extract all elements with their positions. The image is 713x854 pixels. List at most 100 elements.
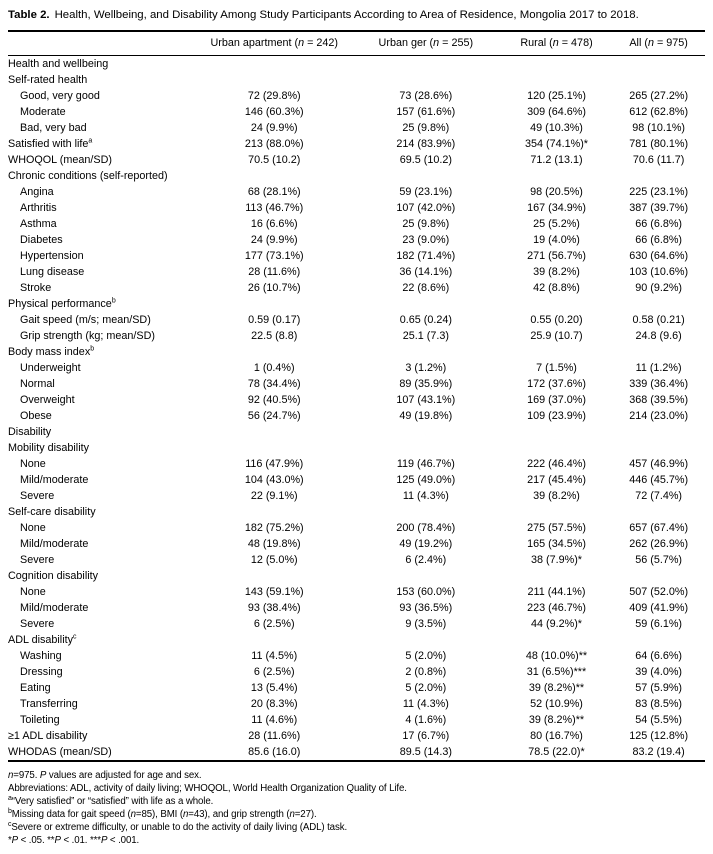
row-label: Mobility disability <box>8 442 90 454</box>
table-row: Severe 22 (9.1%) 11 (4.3%) 39 (8.2%) 72 (7.4… <box>8 488 705 504</box>
cell-value <box>612 568 705 584</box>
table-row: WHOQOL (mean/SD) 70.5 (10.2) 69.5 (10.2) 71… <box>8 152 705 168</box>
cell-value: 72 (29.8%) <box>247 90 301 102</box>
row-label: Health and wellbeing <box>8 58 109 70</box>
cell-value: 1 (0.4%) <box>253 362 295 374</box>
table-row: Bad, very bad 24 (9.9%) 25 (9.8%) 49 (10.3%… <box>8 120 705 136</box>
cell-value: 143 (59.1%) <box>244 586 304 598</box>
cell-value: 25 (5.2%) <box>533 218 580 230</box>
table-row: ADL disabilityc <box>8 632 705 648</box>
row-label: Transferring <box>20 698 78 710</box>
cell-value: 39 (8.2%) <box>533 266 580 278</box>
cell-value: 83 (8.5%) <box>635 698 683 710</box>
cell-value: 214 (83.9%) <box>396 138 456 150</box>
cell-value: 507 (52.0%) <box>629 586 689 598</box>
cell-value: 49 (19.8%) <box>399 410 453 422</box>
cell-value: 36 (14.1%) <box>399 266 453 278</box>
cell-value: 213 (88.0%) <box>244 138 304 150</box>
cell-value <box>501 424 613 440</box>
cell-value: 22.5 (8.8) <box>251 330 298 342</box>
cell-value <box>351 440 501 456</box>
table-row: Health and wellbeing <box>8 56 705 73</box>
row-label: Self-care disability <box>8 506 96 518</box>
cell-value: 98 (20.5%) <box>530 186 583 198</box>
footnote-line: bMissing data for gait speed (n=85), BMI… <box>8 807 317 820</box>
cell-value: 2 (0.8%) <box>405 666 447 678</box>
table-row: Angina 68 (28.1%) 59 (23.1%) 98 (20.5%) 225 … <box>8 184 705 200</box>
table-row: Mild/moderate 93 (38.4%) 93 (36.5%) 223 (46… <box>8 600 705 616</box>
row-label: Mild/moderate <box>20 474 89 486</box>
cell-value: 83.2 (19.4) <box>632 746 685 758</box>
cell-value: 78 (34.4%) <box>247 378 301 390</box>
cell-value: 109 (23.9%) <box>527 410 586 422</box>
cell-value <box>501 56 613 73</box>
table-number: Table 2. <box>8 9 50 21</box>
row-label: Diabetes <box>20 234 63 246</box>
cell-value: 92 (40.5%) <box>247 394 301 406</box>
cell-value: 120 (25.1%) <box>527 90 586 102</box>
table-row: Toileting 11 (4.6%) 4 (1.6%) 39 (8.2%)** 54 … <box>8 712 705 728</box>
table-row: Hypertension 177 (73.1%) 182 (71.4%) 271 (5… <box>8 248 705 264</box>
row-label: Lung disease <box>20 266 85 278</box>
table-row: Mobility disability <box>8 440 705 456</box>
table-row: Cognition disability <box>8 568 705 584</box>
cell-value <box>351 568 501 584</box>
column-header: Urban apartment (n = 242) <box>210 37 339 49</box>
footnotes: n=975. P values are adjusted for age and… <box>8 769 705 847</box>
cell-value: 262 (26.9%) <box>629 538 689 550</box>
table-row: Severe 6 (2.5%) 9 (3.5%) 44 (9.2%)* 59 (6.1%… <box>8 616 705 632</box>
table-row: Gait speed (m/s; mean/SD) 0.59 (0.17) 0.65… <box>8 312 705 328</box>
cell-value: 64 (6.6%) <box>635 650 683 662</box>
column-header-row: Urban apartment (n = 242) Urban ger (n = … <box>8 31 705 56</box>
cell-value: 217 (45.4%) <box>527 474 586 486</box>
cell-value: 17 (6.7%) <box>402 730 450 742</box>
table-header: Urban apartment (n = 242) Urban ger (n = … <box>8 31 705 56</box>
cell-value: 42 (8.8%) <box>533 282 580 294</box>
row-label: ≥1 ADL disability <box>8 730 88 742</box>
cell-value: 25.9 (10.7) <box>530 330 583 342</box>
row-label: Gait speed (m/s; mean/SD) <box>20 314 151 326</box>
footnote-line: a“Very satisfied” or “satisfied” with li… <box>8 794 214 807</box>
cell-value: 107 (42.0%) <box>396 202 456 214</box>
row-label: None <box>20 522 46 534</box>
cell-value: 38 (7.9%)* <box>531 554 583 566</box>
cell-value <box>501 344 613 360</box>
table-row: Chronic conditions (self-reported) <box>8 168 705 184</box>
cell-value <box>351 504 501 520</box>
row-label: Dressing <box>20 666 63 678</box>
row-label: ADL disabilityc <box>8 633 77 646</box>
table-row: Satisfied with lifea 213 (88.0%) 214 (83.9… <box>8 136 705 152</box>
table-row: None 143 (59.1%) 153 (60.0%) 211 (44.1%) 507… <box>8 584 705 600</box>
table-row: Washing 11 (4.5%) 5 (2.0%) 48 (10.0%)** 64 (… <box>8 648 705 664</box>
row-label: Severe <box>20 554 55 566</box>
cell-value: 70.5 (10.2) <box>248 154 301 166</box>
row-label: Body mass indexb <box>8 345 95 358</box>
cell-value: 25 (9.8%) <box>402 218 450 230</box>
cell-value <box>501 568 613 584</box>
cell-value: 3 (1.2%) <box>405 362 447 374</box>
cell-value: 20 (8.3%) <box>250 698 298 710</box>
cell-value: 103 (10.6%) <box>629 266 689 278</box>
table-row: Eating 13 (5.4%) 5 (2.0%) 39 (8.2%)** 57 (5.… <box>8 680 705 696</box>
data-table: Urban apartment (n = 242) Urban ger (n = … <box>8 30 705 762</box>
footnote-line: *P < .05. **P < .01. ***P < .001. <box>8 835 140 846</box>
cell-value: 182 (71.4%) <box>396 250 456 262</box>
cell-value <box>612 296 705 312</box>
cell-value: 89 (35.9%) <box>399 378 453 390</box>
cell-value: 16 (6.6%) <box>250 218 298 230</box>
cell-value: 7 (1.5%) <box>536 362 577 374</box>
cell-value: 153 (60.0%) <box>396 586 456 598</box>
row-label: Physical performanceb <box>8 297 116 310</box>
table-caption: Table 2. Health, Wellbeing, and Disabilit… <box>8 8 705 22</box>
cell-value <box>501 72 613 88</box>
cell-value <box>612 72 705 88</box>
cell-value: 457 (46.9%) <box>629 458 689 470</box>
cell-value <box>198 632 351 648</box>
cell-value: 68 (28.1%) <box>247 186 301 198</box>
row-label: WHODAS (mean/SD) <box>8 746 112 758</box>
cell-value: 657 (67.4%) <box>629 522 689 534</box>
cell-value: 44 (9.2%)* <box>531 618 583 630</box>
cell-value: 73 (28.6%) <box>399 90 453 102</box>
cell-value: 24 (9.9%) <box>250 122 298 134</box>
